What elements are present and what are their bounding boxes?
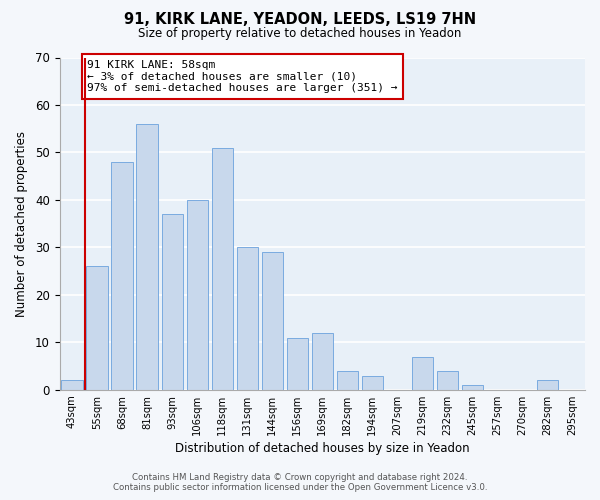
Text: Size of property relative to detached houses in Yeadon: Size of property relative to detached ho… [139, 28, 461, 40]
Bar [262, 252, 283, 390]
Bar [112, 162, 133, 390]
Bar [86, 266, 108, 390]
Bar [212, 148, 233, 390]
Bar [61, 380, 83, 390]
Text: 91 KIRK LANE: 58sqm
← 3% of detached houses are smaller (10)
97% of semi-detache: 91 KIRK LANE: 58sqm ← 3% of detached hou… [87, 60, 398, 93]
Bar [236, 248, 258, 390]
Y-axis label: Number of detached properties: Number of detached properties [15, 130, 28, 316]
Bar [136, 124, 158, 390]
Bar [311, 333, 333, 390]
Bar [412, 356, 433, 390]
Text: 91, KIRK LANE, YEADON, LEEDS, LS19 7HN: 91, KIRK LANE, YEADON, LEEDS, LS19 7HN [124, 12, 476, 28]
Bar [362, 376, 383, 390]
Bar [287, 338, 308, 390]
Text: Contains HM Land Registry data © Crown copyright and database right 2024.
Contai: Contains HM Land Registry data © Crown c… [113, 473, 487, 492]
Bar [337, 371, 358, 390]
Bar [161, 214, 183, 390]
Bar [537, 380, 558, 390]
Bar [437, 371, 458, 390]
Bar [187, 200, 208, 390]
Bar [462, 385, 483, 390]
X-axis label: Distribution of detached houses by size in Yeadon: Distribution of detached houses by size … [175, 442, 470, 455]
